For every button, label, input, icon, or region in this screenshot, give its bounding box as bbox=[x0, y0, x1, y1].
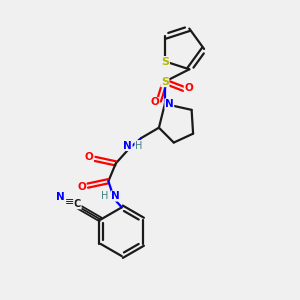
Text: N: N bbox=[123, 140, 132, 151]
Text: C: C bbox=[74, 199, 81, 209]
Text: N: N bbox=[111, 191, 120, 201]
Text: S: S bbox=[161, 76, 169, 87]
Text: S: S bbox=[161, 56, 169, 67]
Text: H: H bbox=[101, 191, 109, 201]
Text: N: N bbox=[56, 191, 65, 202]
Text: H: H bbox=[135, 140, 142, 151]
Text: N: N bbox=[165, 99, 174, 109]
Text: O: O bbox=[184, 82, 193, 93]
Text: O: O bbox=[150, 98, 159, 107]
Text: O: O bbox=[77, 182, 86, 192]
Text: O: O bbox=[85, 152, 93, 162]
Text: ≡: ≡ bbox=[64, 197, 74, 207]
